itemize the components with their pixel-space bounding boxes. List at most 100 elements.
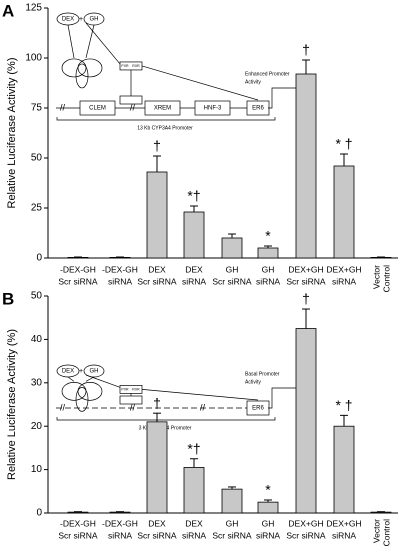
arrow (68, 25, 74, 58)
x-tick-label: siRNA (182, 276, 206, 286)
arrow (86, 23, 120, 64)
x-tick-label: Scr siRNA (286, 530, 326, 540)
pxr: PXR (121, 64, 129, 68)
significance-marker: † (302, 42, 310, 58)
y-tick-label: 50 (31, 291, 43, 302)
significance-marker: *† (187, 440, 200, 456)
x-tick-label: siRNA (332, 276, 356, 286)
bar (334, 166, 354, 258)
y-axis-label: Relative Luciferase Activity (%) (6, 58, 18, 209)
activity-label: Activity (245, 79, 261, 85)
bar (147, 422, 167, 513)
x-tick-label: Scr siRNA (58, 530, 98, 540)
bar (222, 489, 242, 513)
error-bar (340, 154, 348, 166)
activity-label: Basal Promoter (245, 371, 280, 377)
plus: + (79, 16, 83, 23)
x-tick-label: -DEX-GH (60, 518, 96, 528)
y-tick-label: 20 (31, 421, 43, 432)
significance-marker: * (265, 482, 271, 498)
error-bar (190, 459, 198, 468)
x-tick-label: GH (262, 518, 275, 528)
x-tick-label: Scr siRNA (212, 276, 252, 286)
bar (296, 74, 316, 258)
break: // (60, 102, 66, 112)
x-tick-label: DEX+GH (288, 264, 323, 274)
y-tick-label: 10 (31, 464, 43, 475)
gh-label: GH (90, 17, 99, 23)
x-tick-label: siRNA (256, 276, 280, 286)
receptor (76, 64, 88, 88)
x-tick-label: -DEX-GH (60, 264, 96, 274)
x-tick-label: Scr siRNA (137, 530, 177, 540)
activity-label: Enhanced Promoter (245, 71, 290, 77)
element-label: HNF-3 (204, 106, 222, 112)
bar (147, 172, 167, 258)
x-tick-label: GH (262, 264, 275, 274)
bar (258, 502, 278, 513)
x-tick-label: -DEX-GH (102, 264, 138, 274)
dex-label: DEX (62, 369, 74, 375)
x-tick-label: GH (226, 264, 239, 274)
activity-label: Activity (245, 379, 261, 385)
y-tick-label: 0 (36, 253, 42, 264)
bar (68, 512, 88, 513)
bar (184, 467, 204, 513)
receptor (78, 59, 102, 77)
significance-marker: † (153, 395, 161, 411)
x-tick-label: DEX (185, 264, 203, 274)
promoter-label: 13 Kb CYP3A4 Promoter (137, 125, 193, 131)
x-tick-label: Scr siRNA (212, 530, 252, 540)
significance-marker: * † (335, 136, 352, 152)
x-tick-label: Control (381, 519, 391, 547)
x-tick-label: DEX+GH (326, 264, 361, 274)
x-tick-label: Control (381, 265, 391, 293)
x-tick-label: DEX+GH (326, 518, 361, 528)
break: // (200, 402, 206, 412)
error-bar (228, 234, 236, 238)
y-axis-label: Relative Luciferase Activity (%) (6, 329, 18, 480)
x-tick-label: Vector (371, 519, 381, 543)
bar (222, 238, 242, 258)
element-label: CLEM (89, 106, 106, 112)
bar (371, 512, 391, 513)
error-bar (153, 156, 161, 172)
x-tick-label: GH (226, 518, 239, 528)
x-tick-label: DEX (148, 264, 166, 274)
bar (296, 329, 316, 513)
error-bar (302, 309, 310, 329)
x-tick-label: DEX (148, 518, 166, 528)
gh-label: GH (90, 369, 99, 375)
x-tick-label: DEX+GH (288, 518, 323, 528)
y-tick-label: 50 (31, 153, 43, 164)
y-tick-label: 25 (31, 203, 43, 214)
panel-label: B (2, 289, 14, 308)
bar (258, 248, 278, 258)
y-tick-label: 100 (25, 53, 42, 64)
arrow (68, 377, 74, 381)
arrow (86, 375, 120, 387)
error-bar (302, 60, 310, 74)
x-tick-label: Scr siRNA (58, 276, 98, 286)
element-label: ER6 (252, 106, 264, 112)
error-bar (190, 206, 198, 212)
significance-marker: † (302, 291, 310, 307)
significance-marker: *† (187, 188, 200, 204)
rxr: RXR (132, 387, 140, 391)
y-tick-label: 0 (36, 508, 42, 519)
x-tick-label: siRNA (108, 276, 132, 286)
significance-marker: * † (335, 397, 352, 413)
x-tick-label: siRNA (182, 530, 206, 540)
error-bar (153, 413, 161, 422)
x-tick-label: Scr siRNA (137, 276, 177, 286)
pxr: PXR (121, 387, 129, 391)
significance-marker: † (153, 138, 161, 154)
dex-label: DEX (62, 17, 74, 23)
receptor (62, 382, 86, 400)
arrow (142, 66, 258, 100)
y-tick-label: 125 (25, 3, 42, 14)
receptor (78, 382, 102, 400)
bar (110, 512, 130, 513)
break: // (130, 102, 136, 112)
bar (334, 426, 354, 513)
